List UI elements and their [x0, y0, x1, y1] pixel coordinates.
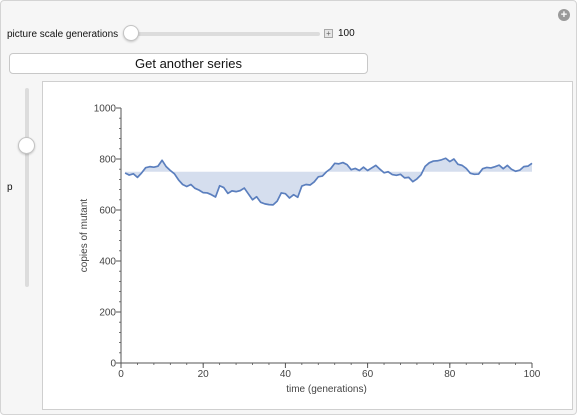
p-slider-thumb[interactable]	[18, 137, 35, 155]
x-tick-label: 100	[524, 369, 541, 380]
series-fill-area	[125, 158, 533, 205]
plus-icon[interactable]: +	[558, 9, 570, 21]
scale-value: 100	[338, 28, 355, 39]
series-line	[124, 157, 533, 206]
scale-slider-thumb[interactable]	[123, 25, 139, 41]
p-label: p	[7, 182, 13, 193]
plot-frame: 0 20 40 60 80 100 0 200 400 600 800 1000 time (gener…	[42, 81, 573, 410]
p-slider-track[interactable]	[25, 88, 29, 287]
x-tick-label: 80	[444, 369, 456, 380]
scale-slider-track[interactable]	[125, 32, 320, 36]
x-tick-label: 40	[280, 369, 292, 380]
get-another-series-button[interactable]: Get another series	[9, 53, 368, 74]
y-tick-label: 400	[99, 257, 116, 268]
expand-controls-icon[interactable]: +	[324, 29, 333, 38]
y-tick-label: 1000	[94, 104, 117, 115]
y-axis-label: copies of mutant	[79, 199, 90, 273]
x-axis-label: time (generations)	[286, 384, 367, 395]
scale-control: picture scale generations	[7, 26, 118, 42]
y-tick-label: 600	[99, 206, 116, 217]
y-tick-label: 0	[110, 359, 116, 370]
x-tick-label: 60	[362, 369, 374, 380]
x-tick-label: 0	[118, 369, 124, 380]
x-tick-label: 20	[198, 369, 210, 380]
y-tick-label: 800	[99, 155, 116, 166]
y-tick-label: 200	[99, 308, 116, 319]
scale-label: picture scale generations	[7, 28, 119, 40]
